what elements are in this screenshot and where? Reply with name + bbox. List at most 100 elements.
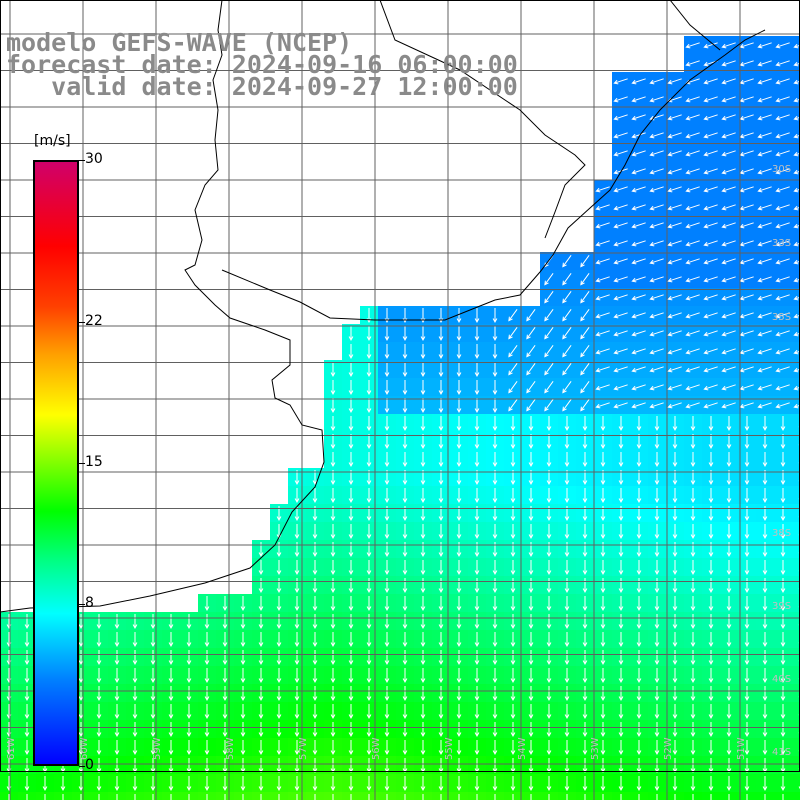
wind-arrow bbox=[438, 722, 444, 738]
wind-arrow bbox=[726, 596, 732, 612]
wind-arrow bbox=[330, 560, 336, 576]
wind-arrow bbox=[294, 650, 300, 666]
wind-arrow bbox=[721, 204, 736, 211]
longitude-label: 52W bbox=[663, 737, 674, 760]
wind-arrow bbox=[744, 722, 750, 738]
wind-arrow bbox=[762, 668, 768, 684]
wind-arrow bbox=[685, 348, 700, 355]
wind-arrow bbox=[595, 258, 610, 265]
wind-arrow bbox=[528, 704, 534, 720]
colorbar-unit: [m/s] bbox=[34, 133, 71, 149]
wind-arrow bbox=[580, 399, 590, 412]
wind-arrow bbox=[384, 380, 390, 396]
wind-arrow bbox=[78, 704, 84, 720]
wind-arrow bbox=[564, 524, 570, 540]
wind-arrow bbox=[312, 524, 318, 540]
wind-arrow bbox=[775, 168, 790, 175]
wind-arrow bbox=[654, 632, 660, 648]
wind-arrow bbox=[186, 632, 192, 648]
wind-arrow bbox=[474, 614, 480, 630]
wind-arrow bbox=[330, 488, 336, 504]
colorbar-tick-label: 8 bbox=[85, 595, 94, 612]
wind-arrow bbox=[667, 312, 682, 319]
wind-arrow bbox=[613, 186, 628, 193]
wind-arrow bbox=[510, 632, 516, 648]
wind-arrow bbox=[526, 345, 536, 358]
wind-arrow bbox=[793, 277, 800, 283]
wind-arrow bbox=[330, 632, 336, 648]
wind-arrow bbox=[631, 348, 646, 355]
wind-arrow bbox=[474, 308, 480, 324]
wind-arrow bbox=[618, 560, 624, 576]
wind-arrow bbox=[721, 78, 736, 85]
wind-arrow bbox=[456, 488, 462, 504]
wind-arrow bbox=[793, 349, 800, 355]
wind-arrow bbox=[595, 240, 610, 247]
wind-arrow bbox=[492, 452, 498, 468]
wind-arrow bbox=[582, 668, 588, 684]
wind-arrow bbox=[780, 488, 786, 504]
wind-arrow bbox=[721, 96, 736, 103]
wind-arrow bbox=[726, 740, 732, 756]
wind-arrow bbox=[618, 596, 624, 612]
wind-arrow bbox=[296, 794, 298, 800]
wind-arrow bbox=[474, 686, 480, 702]
wind-arrow bbox=[775, 96, 790, 103]
wind-arrow bbox=[240, 614, 246, 630]
wind-arrow bbox=[564, 740, 570, 756]
wind-arrow bbox=[708, 686, 714, 702]
wind-arrow bbox=[546, 740, 552, 756]
wind-arrow bbox=[186, 686, 192, 702]
wind-arrow bbox=[276, 704, 282, 720]
wind-arrow bbox=[438, 668, 444, 684]
wind-speed-cell bbox=[792, 468, 800, 486]
wind-arrow bbox=[703, 330, 718, 337]
wind-arrow bbox=[312, 740, 318, 756]
wind-arrow bbox=[618, 542, 624, 558]
wind-arrow bbox=[132, 632, 138, 648]
wind-arrow bbox=[721, 168, 736, 175]
wind-arrow bbox=[582, 740, 588, 756]
wind-arrow bbox=[294, 578, 300, 594]
wind-arrow bbox=[674, 794, 676, 800]
wind-arrow bbox=[546, 524, 552, 540]
wind-arrow bbox=[762, 416, 768, 432]
wind-arrow bbox=[582, 650, 588, 666]
wind-arrow bbox=[685, 222, 700, 229]
wind-arrow bbox=[618, 650, 624, 666]
wind-arrow bbox=[492, 542, 498, 558]
wind-speed-field bbox=[0, 36, 800, 800]
wind-arrow bbox=[564, 452, 570, 468]
wind-arrow bbox=[258, 560, 264, 576]
wind-arrow bbox=[562, 255, 572, 268]
wind-arrow bbox=[744, 542, 750, 558]
wind-arrow bbox=[636, 650, 642, 666]
wind-arrow bbox=[384, 326, 390, 342]
wind-arrow bbox=[703, 114, 718, 121]
wind-arrow bbox=[98, 794, 100, 800]
wind-arrow bbox=[474, 416, 480, 432]
wind-arrow bbox=[613, 384, 628, 391]
wind-arrow bbox=[204, 704, 210, 720]
wind-arrow bbox=[492, 632, 498, 648]
wind-arrow bbox=[438, 398, 444, 414]
wind-arrow bbox=[204, 776, 210, 792]
wind-arrow bbox=[402, 668, 408, 684]
wind-speed-cell bbox=[792, 486, 800, 504]
wind-arrow bbox=[654, 452, 660, 468]
wind-arrow bbox=[690, 560, 696, 576]
wind-arrow bbox=[332, 794, 334, 800]
wind-arrow bbox=[78, 650, 84, 666]
wind-arrow bbox=[114, 614, 120, 630]
wind-arrow bbox=[420, 452, 426, 468]
wind-arrow bbox=[690, 434, 696, 450]
wind-arrow bbox=[384, 740, 390, 756]
wind-arrow bbox=[366, 686, 372, 702]
wind-arrow bbox=[685, 276, 700, 283]
wind-arrow bbox=[744, 560, 750, 576]
wind-arrow bbox=[528, 578, 534, 594]
wind-arrow bbox=[312, 722, 318, 738]
wind-arrow bbox=[672, 668, 678, 684]
wind-arrow bbox=[721, 330, 736, 337]
wind-arrow bbox=[78, 722, 84, 738]
